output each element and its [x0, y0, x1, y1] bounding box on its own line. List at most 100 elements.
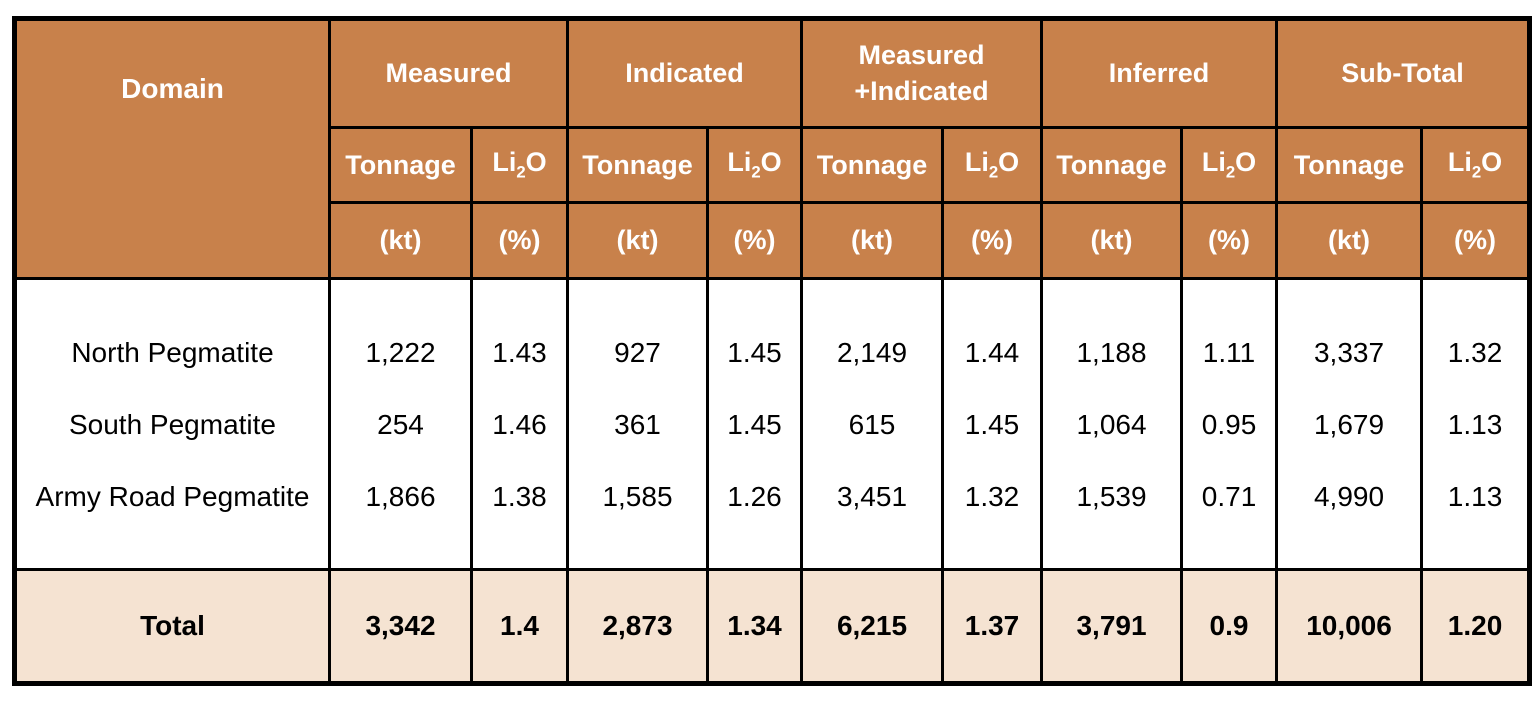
value-cell: 927: [566, 316, 709, 389]
spacer-cell: [13, 532, 331, 570]
mineral-resource-table: Domain Measured Indicated Measured +Indi…: [12, 16, 1533, 686]
value-cell: 1,866: [328, 460, 473, 533]
spacer-cell: [800, 278, 944, 317]
value-cell: 1.11: [1180, 316, 1279, 389]
value-cell: 1,188: [1040, 316, 1184, 389]
domain-cell: South Pegmatite: [13, 388, 331, 461]
spacer-row: [13, 278, 1532, 317]
value-cell: 1.45: [940, 388, 1044, 461]
tonnage-header-sub-total: Tonnage: [1275, 126, 1424, 204]
value-cell: 4,990: [1275, 460, 1424, 533]
domain-cell: North Pegmatite: [13, 316, 331, 389]
grade-header-measured-indicated: Li2O: [940, 126, 1044, 204]
value-cell: 615: [800, 388, 944, 461]
total-value-cell: 2,873: [566, 568, 709, 685]
total-row: Total 3,342 1.4 2,873 1.34 6,215 1.37 3,…: [13, 568, 1532, 685]
value-cell: 1.13: [1420, 460, 1532, 533]
page: Domain Measured Indicated Measured +Indi…: [12, 16, 1533, 686]
spacer-cell: [940, 532, 1044, 570]
group-header-sub-total: Sub-Total: [1275, 17, 1532, 129]
spacer-cell: [1040, 278, 1184, 317]
grade-header-measured: Li2O: [470, 126, 569, 204]
tonnage-header-indicated: Tonnage: [566, 126, 709, 204]
value-cell: 1.32: [940, 460, 1044, 533]
value-cell: 3,337: [1275, 316, 1424, 389]
grade-header-inferred: Li2O: [1180, 126, 1279, 204]
tonnage-header-measured: Tonnage: [328, 126, 473, 204]
spacer-cell: [470, 278, 569, 317]
value-cell: 1,222: [328, 316, 473, 389]
total-value-cell: 0.9: [1180, 568, 1279, 685]
spacer-cell: [566, 532, 709, 570]
value-cell: 1.45: [706, 316, 803, 389]
unit-kt: (kt): [1275, 201, 1424, 280]
spacer-cell: [706, 278, 803, 317]
tonnage-header-measured-indicated: Tonnage: [800, 126, 944, 204]
domain-column-header: Domain: [13, 17, 331, 280]
unit-pct: (%): [940, 201, 1044, 280]
value-cell: 1.43: [470, 316, 569, 389]
grade-header-sub-total: Li2O: [1420, 126, 1532, 204]
spacer-cell: [1275, 278, 1424, 317]
tonnage-header-inferred: Tonnage: [1040, 126, 1184, 204]
spacer-cell: [1180, 532, 1279, 570]
spacer-cell: [706, 532, 803, 570]
value-cell: 0.95: [1180, 388, 1279, 461]
value-cell: 1.46: [470, 388, 569, 461]
spacer-cell: [470, 532, 569, 570]
spacer-cell: [1040, 532, 1184, 570]
value-cell: 3,451: [800, 460, 944, 533]
spacer-row: [13, 532, 1532, 570]
total-value-cell: 1.34: [706, 568, 803, 685]
value-cell: 254: [328, 388, 473, 461]
spacer-cell: [800, 532, 944, 570]
group-header-indicated: Indicated: [566, 17, 803, 129]
unit-kt: (kt): [800, 201, 944, 280]
table-row-army-road-pegmatite: Army Road Pegmatite 1,866 1.38 1,585 1.2…: [13, 460, 1532, 533]
total-value-cell: 10,006: [1275, 568, 1424, 685]
total-value-cell: 1.4: [470, 568, 569, 685]
value-cell: 1.13: [1420, 388, 1532, 461]
spacer-cell: [1420, 532, 1532, 570]
total-value-cell: 1.20: [1420, 568, 1532, 685]
unit-pct: (%): [706, 201, 803, 280]
unit-pct: (%): [1420, 201, 1532, 280]
grade-header-indicated: Li2O: [706, 126, 803, 204]
value-cell: 0.71: [1180, 460, 1279, 533]
unit-kt: (kt): [328, 201, 473, 280]
unit-pct: (%): [470, 201, 569, 280]
group-header-measured-indicated: Measured +Indicated: [799, 17, 1044, 129]
group-header-measured: Measured: [328, 17, 569, 129]
value-cell: 1.45: [706, 388, 803, 461]
spacer-cell: [1275, 532, 1424, 570]
spacer-cell: [328, 278, 473, 317]
value-cell: 1,585: [566, 460, 709, 533]
spacer-cell: [940, 278, 1044, 317]
table-row-north-pegmatite: North Pegmatite 1,222 1.43 927 1.45 2,14…: [13, 316, 1532, 389]
unit-kt: (kt): [1040, 201, 1184, 280]
value-cell: 361: [566, 388, 709, 461]
value-cell: 1,679: [1275, 388, 1424, 461]
spacer-cell: [13, 278, 331, 317]
value-cell: 1.44: [940, 316, 1044, 389]
total-value-cell: 6,215: [800, 568, 944, 685]
value-cell: 1,064: [1040, 388, 1184, 461]
total-value-cell: 3,342: [328, 568, 473, 685]
total-value-cell: 1.37: [940, 568, 1044, 685]
group-header-inferred: Inferred: [1040, 17, 1279, 129]
value-cell: 1,539: [1040, 460, 1184, 533]
spacer-cell: [1420, 278, 1532, 317]
spacer-cell: [328, 532, 473, 570]
spacer-cell: [1180, 278, 1279, 317]
value-cell: 2,149: [800, 316, 944, 389]
spacer-cell: [566, 278, 709, 317]
domain-cell: Army Road Pegmatite: [13, 460, 331, 533]
unit-pct: (%): [1180, 201, 1279, 280]
table-row-south-pegmatite: South Pegmatite 254 1.46 361 1.45 615 1.…: [13, 388, 1532, 461]
value-cell: 1.32: [1420, 316, 1532, 389]
value-cell: 1.26: [706, 460, 803, 533]
total-value-cell: 3,791: [1040, 568, 1184, 685]
total-label: Total: [13, 568, 331, 685]
value-cell: 1.38: [470, 460, 569, 533]
unit-kt: (kt): [566, 201, 709, 280]
